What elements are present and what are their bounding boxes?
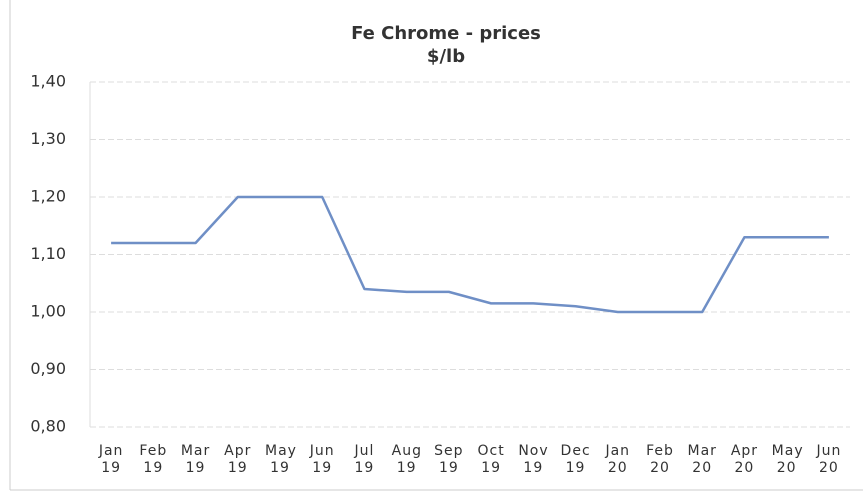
- x-tick-label: May 20: [771, 443, 804, 476]
- y-tick-label: 0,90: [30, 359, 66, 378]
- x-tick-label: Jan 20: [605, 443, 631, 476]
- x-tick-label: Jul 19: [354, 443, 375, 476]
- line-series: [111, 195, 829, 314]
- x-tick-label: Feb 20: [646, 443, 674, 476]
- x-tick-label: Apr 20: [730, 443, 759, 476]
- x-tick-label: May 19: [265, 443, 297, 476]
- x-tick-label: Mar 19: [180, 443, 211, 476]
- chart-subtitle: $/lb: [427, 46, 465, 67]
- x-tick-label: Aug 19: [391, 443, 422, 476]
- y-tick-label: 0,80: [30, 417, 66, 436]
- x-tick-label: Jun 20: [816, 443, 842, 476]
- x-tick-label: Jun 19: [309, 443, 335, 476]
- chart-title: Fe Chrome - prices: [351, 23, 541, 44]
- x-tick-label: Nov 19: [518, 443, 549, 476]
- y-tick-label: 1,30: [30, 129, 66, 148]
- x-tick-label: Jan 19: [98, 443, 124, 476]
- x-tick-label: Sep 19: [434, 443, 464, 476]
- y-tick-label: 1,00: [30, 302, 66, 321]
- x-tick-label: Apr 19: [224, 443, 252, 476]
- y-tick-label: 1,40: [30, 72, 66, 91]
- x-tick-label: Dec 19: [560, 443, 591, 476]
- y-tick-label: 1,20: [30, 187, 66, 206]
- x-tick-label: Feb 19: [139, 443, 168, 476]
- x-tick-label: Mar 20: [687, 443, 717, 476]
- x-tick-label: Oct 19: [477, 443, 505, 476]
- y-tick-label: 1,10: [30, 244, 66, 263]
